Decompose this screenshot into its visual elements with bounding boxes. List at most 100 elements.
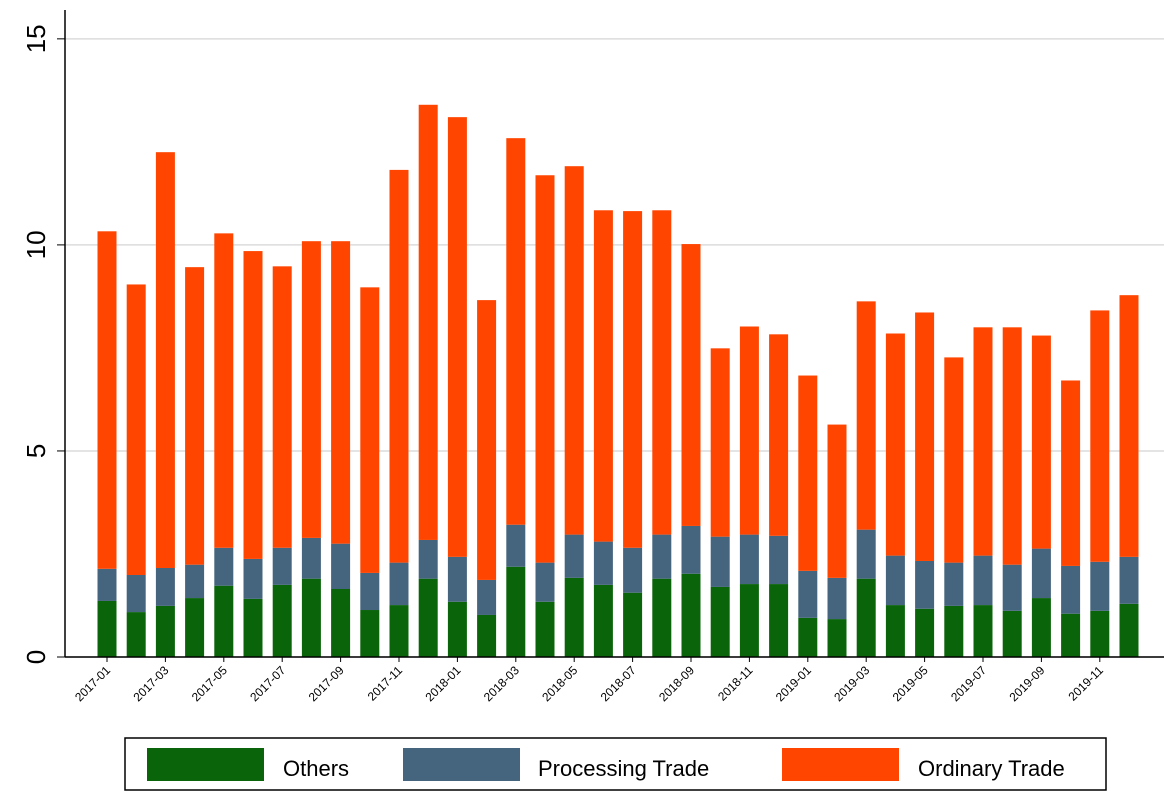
- bar-segment: [418, 578, 438, 657]
- bar-segment: [272, 547, 292, 585]
- x-tick-label: 2017-11: [365, 663, 406, 704]
- bar-segment: [126, 284, 146, 575]
- bar-segment: [856, 529, 876, 579]
- bar-segment: [593, 210, 613, 542]
- bar-segment: [593, 584, 613, 657]
- bar-segment: [593, 541, 613, 585]
- y-tick-label: 10: [21, 230, 51, 259]
- bar-segment: [1061, 380, 1081, 566]
- bar-segment: [243, 251, 263, 559]
- bar-segment: [827, 619, 847, 657]
- bar-segment: [944, 562, 964, 606]
- bar-segment: [97, 568, 117, 601]
- bar-segment: [885, 555, 905, 606]
- bar-segment: [360, 287, 380, 573]
- bar-segment: [447, 556, 467, 602]
- bar-segment: [506, 566, 526, 657]
- bar-segment: [1119, 603, 1139, 657]
- bar-segment: [389, 605, 409, 657]
- bar-segment: [214, 547, 234, 586]
- legend-label: Ordinary Trade: [918, 756, 1065, 781]
- bar-segment: [1002, 610, 1022, 657]
- bar-segment: [798, 375, 818, 571]
- bar-segment: [97, 600, 117, 657]
- bar-segment: [681, 244, 701, 526]
- bar-segment: [798, 617, 818, 657]
- bar-segment: [1002, 564, 1022, 611]
- bar-segment: [564, 166, 584, 535]
- bar-segment: [155, 567, 175, 606]
- bar-segment: [1090, 610, 1110, 657]
- x-tick-label: 2019-05: [890, 663, 931, 704]
- bar-segment: [418, 539, 438, 579]
- bar-segment: [185, 598, 205, 657]
- bar-segment: [1061, 565, 1081, 614]
- legend-swatch: [147, 748, 264, 781]
- bar-segment: [856, 301, 876, 530]
- bar-segment: [1090, 310, 1110, 562]
- y-tick-label: 15: [21, 24, 51, 53]
- bar-segment: [827, 424, 847, 578]
- bar-segment: [243, 558, 263, 599]
- bar-segment: [944, 357, 964, 563]
- bar-segment: [652, 578, 672, 657]
- bar-segment: [915, 608, 935, 657]
- bar-segment: [389, 169, 409, 563]
- bar-segment: [564, 577, 584, 657]
- bar-segment: [535, 601, 555, 657]
- bar-segment: [477, 300, 497, 580]
- bar-segment: [477, 579, 497, 615]
- bar-segment: [301, 537, 321, 579]
- x-tick-label: 2018-03: [481, 663, 522, 704]
- bar-segment: [915, 312, 935, 561]
- bar-segment: [1031, 598, 1051, 657]
- bar-segment: [360, 610, 380, 657]
- bar-segment: [301, 578, 321, 657]
- bar-segment: [272, 584, 292, 657]
- legend-swatch: [403, 748, 520, 781]
- bar-segment: [331, 543, 351, 590]
- bar-segment: [944, 605, 964, 657]
- bar-segment: [1090, 561, 1110, 611]
- bar-segment: [973, 555, 993, 606]
- bar-segment: [447, 117, 467, 557]
- bar-segment: [885, 605, 905, 657]
- bar-segment: [973, 327, 993, 556]
- bar-segment: [535, 175, 555, 563]
- x-tick-label: 2018-11: [715, 663, 756, 704]
- bar-segment: [710, 536, 730, 587]
- bar-segment: [214, 585, 234, 657]
- x-tick-label: 2018-09: [656, 663, 697, 704]
- bar-segment: [769, 334, 789, 536]
- x-tick-label: 2019-11: [1066, 663, 1107, 704]
- bar-segment: [710, 586, 730, 657]
- bar-segment: [769, 584, 789, 657]
- y-tick-label: 5: [21, 444, 51, 458]
- bar-segment: [506, 524, 526, 567]
- bar-segment: [710, 348, 730, 537]
- bar-segment: [681, 525, 701, 574]
- bar-segment: [885, 333, 905, 556]
- legend-box: [124, 737, 1107, 791]
- bar-segment: [1031, 548, 1051, 599]
- x-tick-label: 2017-07: [247, 663, 288, 704]
- bar-segment: [418, 104, 438, 540]
- bar-segment: [535, 562, 555, 602]
- legend-label: Processing Trade: [538, 756, 709, 781]
- bar-segment: [447, 601, 467, 657]
- bar-segment: [126, 612, 146, 657]
- bar-segment: [389, 562, 409, 606]
- bar-segment: [185, 267, 205, 565]
- x-tick-label: 2017-01: [72, 663, 113, 704]
- bar-segment: [973, 605, 993, 657]
- bar-segment: [155, 152, 175, 568]
- bar-segment: [360, 572, 380, 611]
- bar-segment: [126, 574, 146, 613]
- bar-segment: [1119, 295, 1139, 557]
- x-tick-label: 2018-07: [598, 663, 639, 704]
- y-tick-label: 0: [21, 650, 51, 664]
- bar-segment: [769, 535, 789, 585]
- bar-segment: [243, 598, 263, 657]
- bar-segment: [623, 211, 643, 548]
- bar-segment: [739, 326, 759, 535]
